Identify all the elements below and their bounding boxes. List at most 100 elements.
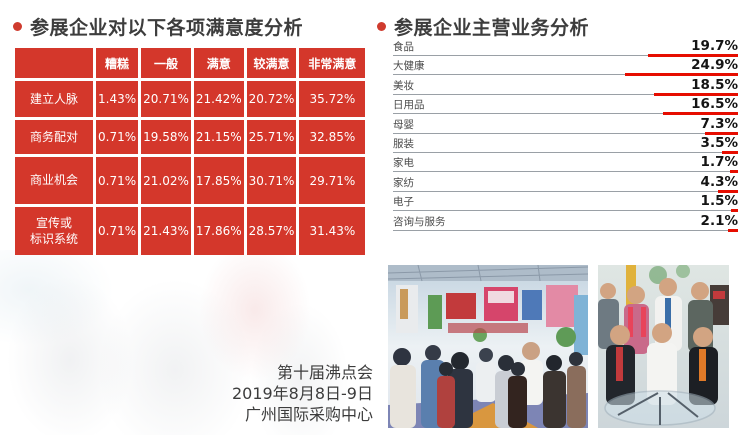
bar-category-label: 母婴 [393, 118, 414, 131]
table-cell: 35.72% [299, 81, 366, 117]
table-cell: 1.43% [96, 81, 139, 117]
table-cell: 17.86% [193, 207, 244, 255]
event-info: 第十届沸点会 2019年8月8日-9日 广州国际采购中心 [232, 362, 373, 425]
table-header-cell: 糟糕 [96, 48, 139, 78]
bar-track-line [393, 55, 738, 56]
table-row-label: 宣传或 标识系统 [15, 207, 93, 255]
table-row: 建立人脉 1.43% 20.71% 21.42% 20.72% 35.72% [15, 81, 366, 117]
bar-value-label: 1.7% [700, 154, 738, 171]
bar-red-segment [730, 170, 738, 174]
table-row: 商业机会 0.71% 21.02% 17.85% 30.71% 29.71% [15, 157, 366, 204]
table-cell: 21.02% [141, 157, 191, 204]
bar-row: 家纺 4.3% [393, 173, 738, 193]
bar-red-segment [625, 73, 738, 77]
bar-category-label: 美妆 [393, 79, 414, 92]
table-header-cell [15, 48, 93, 78]
bar-track-line [393, 210, 738, 212]
bar-red-segment [718, 189, 738, 193]
table-cell: 31.43% [299, 207, 366, 255]
table-row: 商务配对 0.71% 19.58% 21.15% 25.71% 32.85% [15, 120, 366, 154]
table-cell: 32.85% [299, 120, 366, 154]
team-group-photo [598, 265, 729, 428]
bar-category-label: 电子 [393, 196, 414, 209]
bar-value-label: 24.9% [691, 57, 738, 74]
bar-category-label: 日用品 [393, 99, 425, 112]
bar-track-line [393, 151, 738, 153]
satisfaction-section-title: 参展企业对以下各项满意度分析 [13, 13, 303, 39]
bar-row: 电子 1.5% [393, 192, 738, 213]
bar-track-line [393, 171, 738, 173]
table-cell: 20.71% [141, 81, 191, 117]
faded-background-photo [0, 250, 420, 435]
table-cell: 0.71% [96, 207, 139, 255]
bar-value-label: 3.5% [700, 134, 738, 151]
table-row-label: 建立人脉 [15, 81, 93, 117]
bar-track-line [393, 113, 738, 115]
business-section-title: 参展企业主营业务分析 [377, 13, 589, 39]
bar-category-label: 服装 [393, 137, 414, 150]
bar-track-line [393, 190, 738, 192]
table-row: 宣传或 标识系统 0.71% 21.43% 17.86% 28.57% 31.4… [15, 207, 366, 255]
bar-category-label: 食品 [393, 41, 414, 53]
bar-track-line [393, 74, 738, 76]
bar-row: 美妆 18.5% [393, 76, 738, 96]
bar-value-label: 16.5% [691, 96, 738, 113]
bar-value-label: 4.3% [700, 173, 738, 190]
event-venue: 广州国际采购中心 [244, 405, 373, 424]
bar-category-label: 家纺 [393, 176, 414, 189]
table-cell: 30.71% [246, 157, 297, 204]
table-cell: 21.43% [141, 207, 191, 255]
exhibition-crowd-photo-art [388, 265, 588, 428]
bullet-icon [13, 21, 22, 31]
table-header-cell: 一般 [141, 48, 191, 78]
table-header-cell: 非常满意 [299, 48, 366, 78]
table-cell: 0.71% [96, 157, 139, 204]
bar-track-line [393, 93, 738, 95]
table-header-cell: 较满意 [246, 48, 297, 78]
table-cell: 0.71% [96, 120, 139, 154]
bar-track-line [393, 132, 738, 134]
bar-track-line [393, 229, 738, 231]
bar-row: 母婴 7.3% [393, 115, 738, 135]
table-cell: 28.57% [246, 207, 297, 255]
bar-value-label: 19.7% [691, 38, 738, 54]
bar-red-segment [654, 92, 738, 96]
table-cell: 29.71% [299, 157, 366, 204]
bar-value-label: 7.3% [700, 115, 738, 132]
event-name: 第十届沸点会 [276, 363, 373, 382]
bar-category-label: 大健康 [393, 60, 425, 73]
table-cell: 17.85% [193, 157, 244, 204]
table-header-row: 糟糕 一般 满意 较满意 非常满意 [15, 48, 366, 78]
bullet-icon [377, 21, 386, 31]
bar-row: 家电 1.7% [393, 153, 738, 174]
bar-red-segment [728, 228, 738, 232]
section-title-text: 参展企业对以下各项满意度分析 [30, 16, 304, 39]
exhibition-crowd-photo [388, 265, 588, 428]
bar-row: 日用品 16.5% [393, 95, 738, 116]
table-cell: 21.15% [193, 120, 244, 154]
bar-red-segment [722, 150, 738, 154]
table-header-cell: 满意 [193, 48, 244, 78]
bar-value-label: 18.5% [691, 76, 738, 93]
bar-red-segment [731, 209, 738, 213]
business-bar-chart: 食品 19.7% 大健康 24.9% 美妆 18.5% 日用品 16.5% 母婴… [393, 37, 738, 232]
table-cell: 21.42% [193, 81, 244, 117]
bar-row: 食品 19.7% [393, 37, 738, 57]
satisfaction-table: 糟糕 一般 满意 较满意 非常满意 建立人脉 1.43% 20.71% 21.4… [12, 45, 368, 258]
bar-value-label: 1.5% [700, 193, 738, 210]
bar-row: 大健康 24.9% [393, 56, 738, 77]
bar-row: 服装 3.5% [393, 134, 738, 154]
bar-category-label: 家电 [393, 157, 414, 170]
table-row-label: 商务配对 [15, 120, 93, 154]
table-cell: 25.71% [246, 120, 297, 154]
bar-row: 咨询与服务 2.1% [393, 212, 738, 232]
bar-category-label: 咨询与服务 [393, 215, 446, 228]
bar-red-segment [648, 54, 738, 57]
team-group-photo-art [598, 265, 729, 428]
table-cell: 19.58% [141, 120, 191, 154]
section-title-text: 参展企业主营业务分析 [394, 16, 590, 39]
bar-red-segment [705, 131, 738, 135]
event-date: 2019年8月8日-9日 [231, 384, 373, 403]
bar-red-segment [663, 112, 738, 116]
